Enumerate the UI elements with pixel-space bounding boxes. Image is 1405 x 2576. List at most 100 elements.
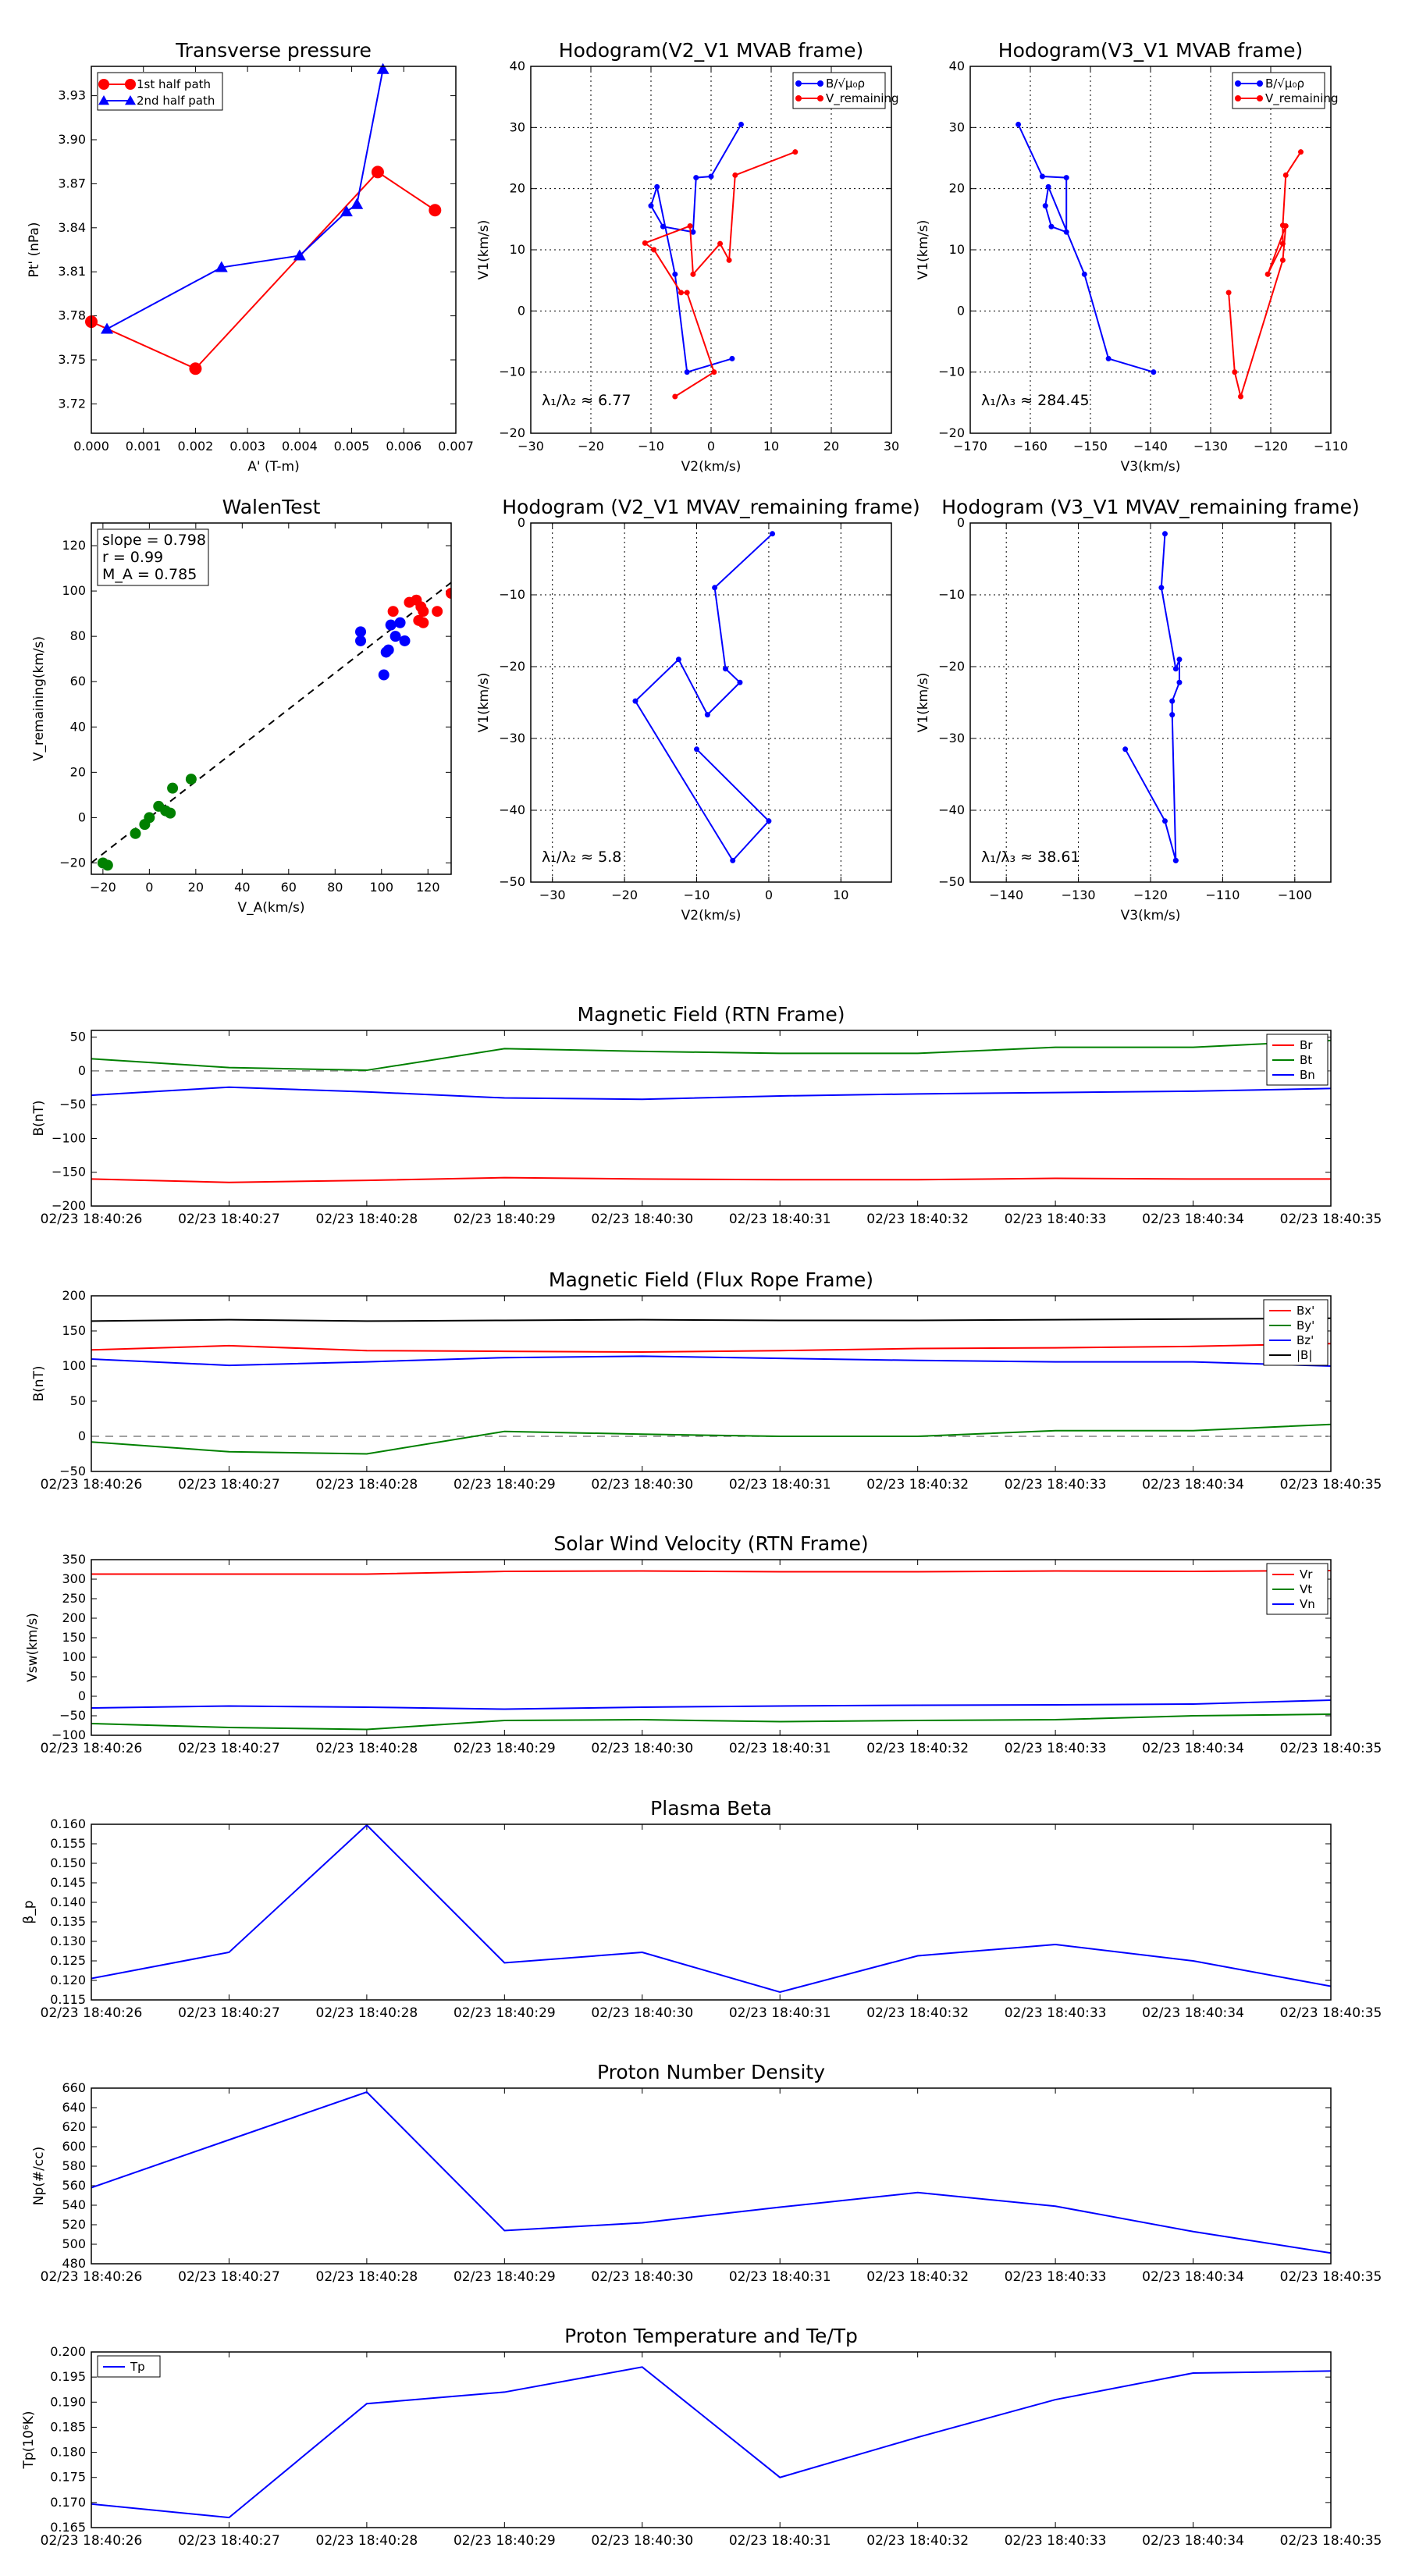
x-tick-label: 10 xyxy=(833,888,848,902)
stats-box xyxy=(97,528,209,586)
panel-hodo4: −140 −130 −120 −110 −100−50−40−30−20−100Hodo… xyxy=(916,496,1360,923)
data-point-b xyxy=(654,183,660,190)
plot-frame xyxy=(91,522,452,875)
x-tick-label: −20 xyxy=(578,439,604,454)
y-tick-label: 0 xyxy=(78,1429,86,1443)
x-tick-label: −20 xyxy=(90,880,116,895)
x-tick-label: −110 xyxy=(1314,439,1348,454)
data-layer xyxy=(91,1824,1331,1994)
y-tick-label: 120 xyxy=(62,538,86,553)
data-point-v xyxy=(1238,393,1243,400)
y-tick-label: 0.125 xyxy=(50,1953,86,1968)
x-tick-label: 0.000 xyxy=(73,439,109,454)
y-tick-label: 0.190 xyxy=(50,2394,86,2409)
panel-ts2: 02/23 18:40:26 02/23 18:40:27 02/23 18:40:… xyxy=(31,1268,1382,1493)
y-tick-label: 250 xyxy=(62,1591,86,1606)
plot-frame xyxy=(530,522,892,883)
y-tick-label: 20 xyxy=(70,764,86,779)
data-point-green xyxy=(101,859,113,871)
data-point-2nd-half xyxy=(340,205,353,217)
series-line-b xyxy=(649,123,742,373)
data-layer xyxy=(91,582,451,871)
x-tick-label: 02/23 18:40:30 xyxy=(591,1477,693,1493)
x-tick-label: −30 xyxy=(539,888,566,902)
series-line xyxy=(1124,533,1180,861)
series-line-Br xyxy=(91,1176,1331,1183)
y-axis-label: Np(#/cc) xyxy=(31,2147,47,2205)
legend-marker xyxy=(98,79,109,90)
y-tick-label: 0.185 xyxy=(50,2419,86,2434)
y-tick-label: 50 xyxy=(70,1669,86,1684)
x-tick-label: 02/23 18:40:33 xyxy=(1005,2269,1107,2285)
data-point-b xyxy=(1042,203,1048,209)
stats-label: slope = 0.798 xyxy=(102,532,206,549)
x-tick-label: 100 xyxy=(370,880,394,895)
data-point-blue xyxy=(378,669,389,681)
data-point-v xyxy=(1282,172,1289,178)
x-tick-label: 30 xyxy=(884,439,899,454)
data-point-1st-half xyxy=(429,204,442,217)
series-line-Vn xyxy=(91,1699,1331,1710)
legend-label: Bx' xyxy=(1297,1304,1314,1318)
legend-marker xyxy=(1257,80,1263,87)
plot-frame xyxy=(91,2087,1332,2265)
x-tick-label: 02/23 18:40:31 xyxy=(729,2533,831,2549)
y-tick-label: 3.87 xyxy=(58,176,86,190)
plot-frame xyxy=(91,66,457,434)
plot-area xyxy=(91,1030,1331,1206)
data-point xyxy=(712,585,718,591)
y-tick-label: −20 xyxy=(59,855,86,870)
y-tick-label: 200 xyxy=(62,1288,86,1303)
y-tick-label: 300 xyxy=(62,1571,86,1586)
y-axis-label: V1(km/s) xyxy=(476,220,492,280)
y-tick-label: −50 xyxy=(499,874,525,889)
x-tick-label: −160 xyxy=(1013,439,1048,454)
chart-title: Magnetic Field (Flux Rope Frame) xyxy=(549,1268,873,1291)
legend-label: Tp xyxy=(130,2360,145,2374)
y-axis-label: V_remaining(km/s) xyxy=(31,636,47,761)
data-point-v xyxy=(672,393,678,400)
y-tick-label: −40 xyxy=(938,802,965,817)
y-tick-label: −10 xyxy=(499,587,525,602)
y-tick-label: 0 xyxy=(957,515,965,530)
x-tick-label: 02/23 18:40:31 xyxy=(729,2005,831,2021)
series-line-Vt xyxy=(91,1713,1331,1731)
x-tick-label: 02/23 18:40:35 xyxy=(1280,1477,1382,1493)
legend-marker xyxy=(1257,95,1263,101)
y-tick-label: −100 xyxy=(52,1727,86,1742)
x-tick-label: 02/23 18:40:29 xyxy=(454,1741,556,1756)
data-point-v xyxy=(642,240,648,246)
data-point xyxy=(1176,679,1183,685)
data-point-2nd-half xyxy=(350,197,364,209)
chart-title: Transverse pressure xyxy=(175,39,372,62)
data-point-1st-half xyxy=(371,165,384,179)
x-tick-label: 0.001 xyxy=(126,439,162,454)
x-tick-label: 02/23 18:40:26 xyxy=(41,2269,143,2285)
legend-marker xyxy=(795,95,802,101)
data-point-v xyxy=(1298,149,1304,155)
legend-marker xyxy=(795,80,802,87)
x-tick-label: 02/23 18:40:33 xyxy=(1005,2005,1107,2021)
x-tick-label: 02/23 18:40:27 xyxy=(178,1741,280,1756)
x-axis-label: V3(km/s) xyxy=(1121,908,1181,923)
x-tick-label: 02/23 18:40:26 xyxy=(41,1741,143,1756)
y-axis-label: Vsw(km/s) xyxy=(25,1613,41,1682)
series-line-data xyxy=(91,1824,1331,1994)
data-point-red xyxy=(432,606,443,617)
x-tick-label: 0 xyxy=(145,880,153,895)
y-tick-label: −50 xyxy=(59,1708,86,1723)
y-tick-label: 0.165 xyxy=(50,2520,86,2535)
data-point-v xyxy=(687,222,693,229)
series-line-Bn xyxy=(91,1086,1331,1101)
chart-title: Proton Number Density xyxy=(597,2061,825,2083)
data-point-b xyxy=(1063,229,1069,235)
data-point xyxy=(1161,531,1168,537)
x-tick-label: 0.004 xyxy=(282,439,318,454)
y-tick-label: −50 xyxy=(59,1464,86,1478)
x-tick-label: 0.002 xyxy=(178,439,214,454)
legend-box xyxy=(97,72,223,111)
x-tick-label: 02/23 18:40:34 xyxy=(1142,1477,1244,1493)
y-tick-label: 0 xyxy=(78,1063,86,1078)
